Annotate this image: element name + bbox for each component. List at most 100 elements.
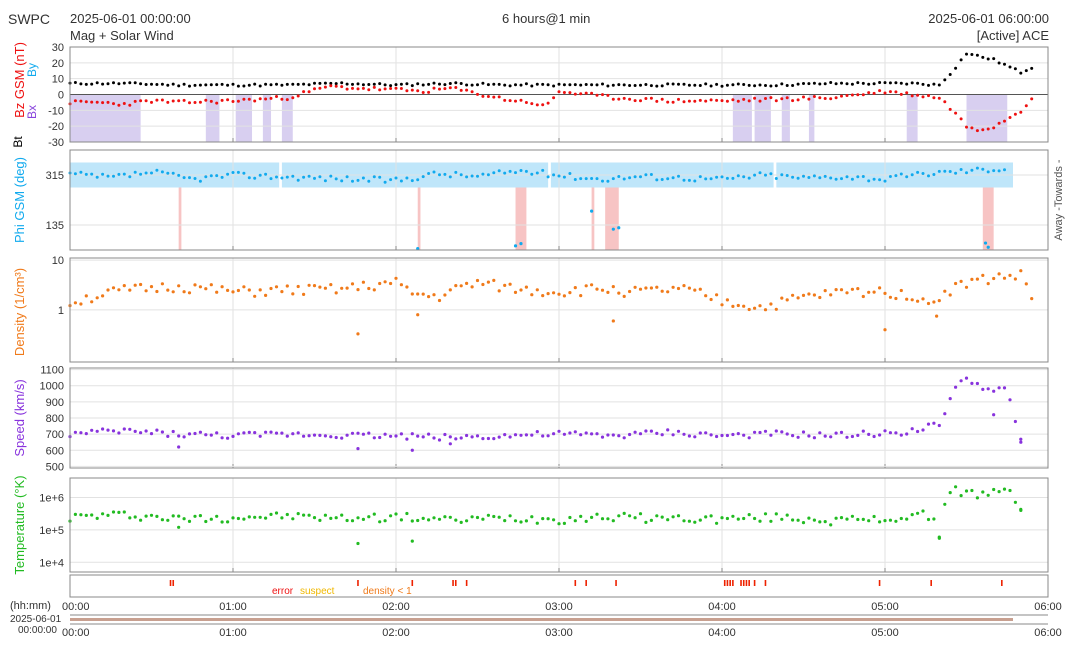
data-source[interactable]: [Active] ACE: [976, 28, 1049, 43]
density-point: [356, 332, 360, 336]
bt-point: [660, 84, 664, 88]
phi-point: [122, 172, 126, 176]
speed-point: [280, 431, 284, 435]
speed-point: [209, 433, 213, 437]
temperature-point: [954, 485, 958, 489]
density-point: [90, 300, 94, 304]
bz-point: [834, 96, 838, 100]
temperature-point: [285, 512, 289, 517]
speed-point: [758, 430, 762, 435]
density-point: [198, 285, 202, 289]
temperature-point: [73, 512, 77, 517]
density-point: [687, 286, 692, 290]
phi-point: [361, 176, 365, 180]
bt-point: [791, 84, 795, 87]
bt-point: [731, 83, 735, 87]
legend-error: error: [272, 586, 294, 597]
density-point: [850, 287, 855, 291]
phi-point: [910, 173, 914, 177]
phi-point: [182, 176, 186, 180]
bz-point: [921, 95, 925, 99]
bz-point: [622, 96, 626, 100]
bz-point: [774, 99, 778, 103]
bt-point: [454, 81, 458, 85]
temperature-point: [345, 518, 349, 523]
time-tick-label-bottom: 04:00: [708, 627, 736, 639]
speed-point: [117, 431, 121, 435]
density-point: [274, 285, 279, 289]
density-point: [839, 288, 844, 292]
density-point: [562, 294, 567, 298]
phi-point: [573, 178, 577, 181]
bt-point: [448, 82, 452, 85]
bz-point: [725, 99, 729, 103]
phi-point: [323, 179, 327, 183]
bt-point: [443, 83, 447, 87]
time-tick-label: 05:00: [871, 601, 899, 613]
bz-point: [95, 100, 99, 104]
temperature-point: [215, 514, 219, 518]
temperature-point: [383, 519, 387, 523]
bz-point: [769, 96, 773, 100]
bz-point: [481, 94, 485, 98]
temperature-point: [312, 516, 317, 520]
speed-point: [340, 436, 344, 440]
phi-point: [888, 175, 892, 178]
bt-point: [193, 83, 197, 87]
density-point: [307, 283, 311, 287]
density-point: [84, 294, 88, 298]
bt-point: [416, 82, 420, 86]
speed-point: [139, 431, 143, 435]
temperature-point: [236, 516, 240, 521]
bz-point: [112, 102, 115, 106]
phi-point: [894, 174, 898, 178]
bz-point: [258, 97, 262, 101]
bt-axis-label: Bt: [11, 136, 25, 148]
bt-point: [438, 82, 441, 86]
speed-point: [992, 389, 996, 393]
bt-point: [323, 81, 327, 85]
temperature-point: [867, 519, 871, 523]
speed-point: [568, 431, 572, 435]
bz-point: [133, 99, 137, 103]
phi-point: [448, 175, 452, 179]
bz-point: [932, 96, 936, 100]
temperature-point: [573, 519, 577, 523]
speed-point: [573, 430, 577, 434]
phi-point: [541, 168, 545, 172]
phi-point: [823, 174, 827, 178]
speed-point: [1002, 386, 1007, 390]
bt-point: [90, 82, 94, 86]
phi-point: [280, 176, 284, 180]
bz-point: [476, 92, 479, 96]
speed-point: [584, 431, 588, 435]
speed-point: [160, 430, 164, 434]
bt-point: [780, 82, 784, 86]
phi-point: [226, 172, 230, 176]
density-point: [236, 288, 240, 293]
density-point: [323, 286, 327, 290]
quality-flag: [930, 580, 932, 586]
bt-point: [356, 82, 360, 86]
speed-point: [242, 431, 246, 435]
quality-flag: [615, 580, 617, 586]
quality-flag: [172, 580, 175, 586]
density-point: [111, 286, 116, 290]
bz-point: [492, 95, 496, 99]
bt-point: [182, 82, 186, 86]
speed-point: [834, 431, 838, 435]
density-point: [649, 286, 654, 290]
temperature-point: [812, 518, 817, 522]
temperature-point: [405, 511, 409, 516]
density-point: [921, 297, 925, 301]
density-point: [416, 292, 420, 296]
phi-toward-band: [417, 187, 421, 250]
density-point: [791, 293, 795, 297]
speed-point: [867, 432, 871, 436]
density-point: [823, 289, 827, 293]
bt-point: [872, 82, 876, 86]
bt-point: [112, 81, 115, 85]
phi-point: [584, 177, 588, 181]
speed-point: [269, 430, 273, 434]
speed-point: [818, 431, 822, 435]
